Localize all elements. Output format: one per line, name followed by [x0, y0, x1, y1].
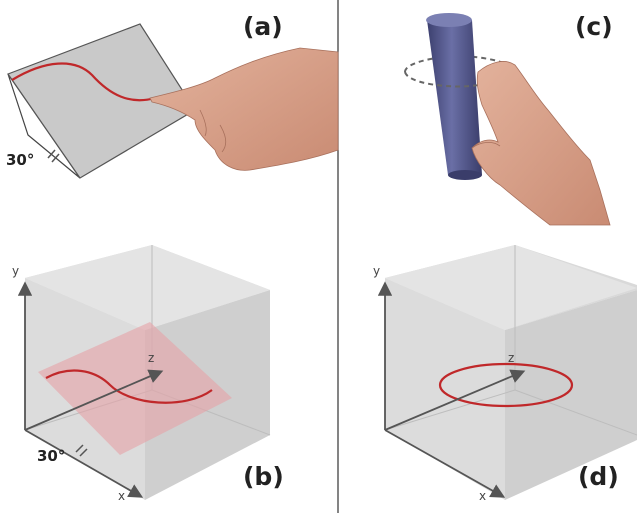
panel-b: y x z 30° (b) — [12, 245, 284, 503]
drawn-curve-b — [45, 369, 213, 404]
z-axis-d — [384, 369, 526, 431]
x-axis-b — [24, 429, 144, 498]
rotation-ellipse-front — [404, 67, 512, 88]
y-axis-label-d: y — [373, 264, 380, 278]
panel-label-d: (d) — [578, 462, 619, 491]
panel-d: y x z (d) — [373, 245, 637, 503]
angle-label-a: 30° — [6, 151, 34, 169]
z-axis-b — [24, 369, 164, 431]
panel-label-c: (c) — [575, 12, 613, 41]
panel-a: 30° (a) — [6, 12, 339, 179]
cube-inner-edge-d — [514, 389, 637, 436]
panel-label-b: (b) — [243, 462, 284, 491]
cube-top-d — [385, 245, 637, 330]
rotation-ellipse-d — [438, 362, 574, 408]
cube-inner-edge-d — [384, 389, 516, 431]
x-axis-label-d: x — [479, 489, 486, 503]
cube-top — [25, 245, 270, 330]
cube-left-d — [385, 278, 505, 500]
hand-a — [149, 47, 339, 171]
panel-label-a: (a) — [243, 12, 283, 41]
angle-label-b: 30° — [37, 447, 65, 465]
cylinder — [426, 13, 482, 180]
tilted-plane — [38, 322, 232, 455]
angle-mark — [47, 149, 60, 163]
hand-c — [471, 61, 611, 226]
y-axis-label-b: y — [12, 264, 19, 278]
x-axis-d — [384, 429, 506, 498]
z-axis-label-b: z — [148, 351, 154, 365]
z-axis-label-d: z — [508, 351, 514, 365]
drawn-curve-a — [11, 62, 156, 102]
angle-mark-b — [75, 444, 88, 457]
panel-c: (c) — [404, 12, 613, 226]
x-axis-label-b: x — [118, 489, 125, 503]
cube-right-d — [505, 290, 637, 500]
